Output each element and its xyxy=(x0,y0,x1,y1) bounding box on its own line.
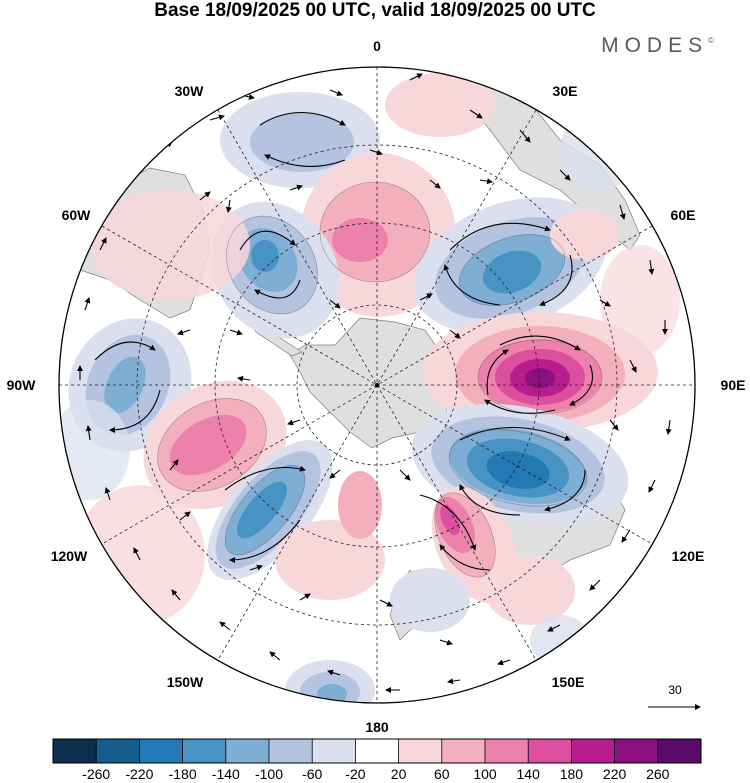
colorbar-tick-label: 60 xyxy=(434,766,450,782)
colorbar-swatch xyxy=(441,739,486,763)
colorbar-swatch xyxy=(96,739,140,763)
colorbar-swatch xyxy=(139,739,183,763)
colorbar-tick-label: 260 xyxy=(646,766,670,782)
colorbar-swatch xyxy=(398,739,443,763)
label-90w: 90W xyxy=(7,377,37,393)
colorbar-swatch xyxy=(53,739,97,763)
label-120e: 120E xyxy=(672,548,705,564)
label-180: 180 xyxy=(365,719,389,735)
cell-135w-negative xyxy=(207,439,333,581)
map-disc xyxy=(59,67,695,703)
colorbar-tick-label: -60 xyxy=(302,766,322,782)
wind-vectors xyxy=(77,73,672,693)
colorbar-tick-label: -220 xyxy=(125,766,153,782)
brand-logo: MODES© xyxy=(601,34,714,58)
colorbar-swatch xyxy=(614,739,659,763)
colorbar-frame xyxy=(52,738,702,764)
cell-165e-positive xyxy=(385,73,620,625)
vector-reference: 30 xyxy=(648,683,701,710)
colorbar-swatch xyxy=(528,739,572,763)
colorbar-tick-label: 140 xyxy=(517,766,541,782)
label-30e: 30E xyxy=(553,83,578,99)
colorbar-tick-label: -180 xyxy=(169,766,197,782)
colorbar-tick-label: -260 xyxy=(82,766,110,782)
map-boundary xyxy=(58,66,696,704)
colorbar-swatch xyxy=(571,739,615,763)
colorbar-swatch xyxy=(182,739,227,763)
label-120w: 120W xyxy=(51,548,88,564)
cell-180-negative xyxy=(285,660,375,703)
map-title: Base 18/09/2025 00 UTC, valid 18/09/2025… xyxy=(154,0,596,21)
label-60e: 60E xyxy=(671,207,696,223)
cell-115w-positive xyxy=(143,380,287,510)
colorbar: -260 -220 -180 -140 -100 -60 -20 20 60 100 140 180 2… xyxy=(52,738,702,782)
antarctica xyxy=(289,317,453,449)
colorbar-swatch xyxy=(269,739,313,763)
contour-lines xyxy=(157,181,603,578)
brand-name: MODES xyxy=(601,34,709,57)
colorbar-tick-label: 220 xyxy=(603,766,627,782)
south-pole-marker xyxy=(375,383,379,387)
colorbar-tick-label: 20 xyxy=(391,766,407,782)
label-90e: 90E xyxy=(721,377,746,393)
label-30w: 30W xyxy=(175,83,205,99)
label-0: 0 xyxy=(373,38,381,54)
colorbar-swatch xyxy=(225,739,270,763)
label-150e: 150E xyxy=(552,674,585,690)
cell-175e-negative xyxy=(390,568,470,632)
vector-reference-value: 30 xyxy=(668,683,682,697)
colorbar-swatch xyxy=(485,739,529,763)
colorbar-swatch xyxy=(355,739,399,763)
colorbar-swatch xyxy=(312,739,356,763)
label-60w: 60W xyxy=(62,207,92,223)
colorbar-tick-label: 180 xyxy=(560,766,584,782)
colorbar-tick-label: 100 xyxy=(473,766,497,782)
colorbar-tick-label: -100 xyxy=(255,766,283,782)
colorbar-swatch xyxy=(657,739,702,763)
label-150w: 150W xyxy=(167,674,204,690)
cell-60w-positive xyxy=(90,190,250,300)
brand-mark: © xyxy=(708,36,714,45)
colorbar-tick-label: -140 xyxy=(212,766,240,782)
colorbar-tick-label: -20 xyxy=(345,766,365,782)
